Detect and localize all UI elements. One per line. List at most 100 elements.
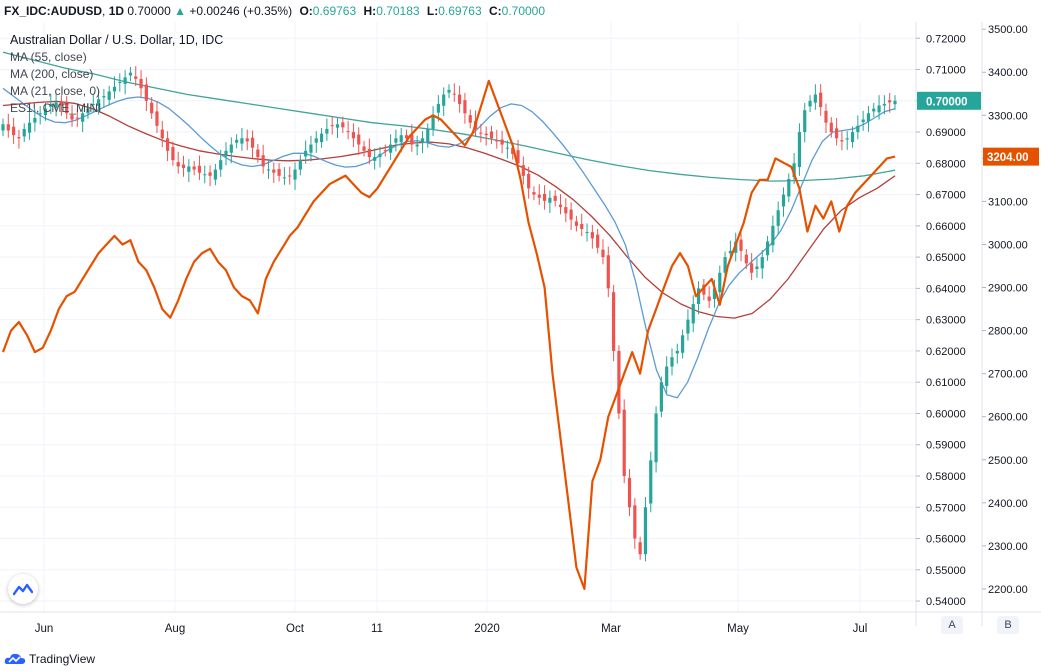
candle-body bbox=[176, 162, 180, 167]
candle-body bbox=[638, 542, 642, 555]
interval-label[interactable]: 1D bbox=[108, 4, 125, 18]
candle-body bbox=[606, 255, 610, 289]
candle-body bbox=[696, 288, 701, 305]
price-chart[interactable]: 0.72000 0.71000 0.70000 0.69000 0.68000 0.670… bbox=[0, 22, 1041, 648]
symbol-name[interactable]: FX_IDC:AUDUSD bbox=[4, 4, 103, 18]
last-value-tags: 0.70000 3204.00 bbox=[917, 91, 1039, 166]
candle-body bbox=[574, 221, 579, 226]
candle-body bbox=[266, 169, 271, 171]
right-price-axis[interactable]: 3500.003400.003300.003200.003100.003000.… bbox=[982, 24, 1028, 596]
left-tick-label: 0.57000 bbox=[926, 502, 966, 514]
ma200-line bbox=[2, 51, 896, 182]
candle-body bbox=[43, 108, 48, 116]
candle-body bbox=[479, 132, 483, 134]
up-arrow-icon: ▲ bbox=[174, 4, 186, 18]
candle-body bbox=[728, 250, 733, 254]
candle-body bbox=[489, 131, 494, 139]
left-tick-label: 0.69000 bbox=[926, 127, 966, 139]
candle-body bbox=[850, 132, 855, 143]
candle-body bbox=[819, 92, 823, 108]
candle-body bbox=[293, 169, 297, 180]
candle-body bbox=[304, 150, 308, 157]
candle-body bbox=[314, 138, 318, 143]
candle-body bbox=[436, 103, 440, 113]
right-tick-label: 3000.00 bbox=[988, 239, 1028, 251]
candle-body bbox=[330, 125, 334, 127]
candle-body bbox=[128, 72, 133, 76]
candle-body bbox=[22, 128, 26, 137]
left-tick-label: 0.61000 bbox=[926, 377, 966, 389]
time-tick-label: May bbox=[727, 623, 749, 635]
candle-body bbox=[834, 128, 839, 139]
tradingview-logo-icon bbox=[13, 583, 33, 596]
candle-body bbox=[107, 91, 111, 100]
candle-body bbox=[792, 163, 796, 178]
candle-body bbox=[240, 138, 244, 144]
candle-body bbox=[511, 147, 515, 154]
candle-body bbox=[27, 122, 32, 133]
candle-body bbox=[829, 122, 833, 133]
time-tick-label: Oct bbox=[286, 623, 305, 635]
tradingview-badge[interactable] bbox=[8, 574, 38, 604]
candle-body bbox=[272, 169, 276, 173]
brand-name[interactable]: TradingView bbox=[29, 652, 96, 666]
candle-body bbox=[723, 257, 727, 273]
candle-body bbox=[150, 102, 154, 114]
right-tick-label: 2700.00 bbox=[988, 369, 1028, 381]
candle-body bbox=[781, 194, 786, 207]
left-tick-label: 0.55000 bbox=[926, 565, 966, 577]
cloud-logo-icon bbox=[4, 653, 26, 664]
candle-body bbox=[808, 100, 812, 107]
candle-body bbox=[797, 132, 802, 168]
legend-ma200[interactable]: MA (200, close) bbox=[10, 67, 94, 81]
candle-body bbox=[681, 335, 685, 353]
es-line bbox=[1, 79, 896, 591]
candle-body bbox=[181, 164, 186, 169]
candle-body bbox=[617, 350, 621, 414]
candle-body bbox=[627, 477, 632, 508]
candle-body bbox=[325, 128, 329, 134]
scale-button-a[interactable]: A bbox=[941, 616, 963, 634]
candle-body bbox=[123, 77, 127, 84]
candle-body bbox=[261, 155, 265, 167]
low-label: L: bbox=[426, 4, 439, 18]
candle-body bbox=[1, 124, 5, 131]
candle-body bbox=[165, 138, 170, 151]
candle-body bbox=[718, 272, 722, 293]
candle-body bbox=[298, 160, 302, 170]
candle-body bbox=[776, 210, 780, 226]
candle-body bbox=[893, 100, 897, 105]
left-tick-label: 0.72000 bbox=[926, 33, 966, 45]
scale-button-b[interactable]: B bbox=[997, 616, 1019, 634]
close-value: 0.70000 bbox=[501, 4, 546, 18]
candle-body bbox=[160, 129, 164, 139]
candle-body bbox=[484, 133, 488, 136]
plot-area[interactable] bbox=[0, 22, 916, 612]
left-tick-label: 0.54000 bbox=[926, 596, 966, 608]
time-axis[interactable]: Jun Aug Oct 11 2020 Mar May Jul bbox=[35, 623, 868, 635]
candle-body bbox=[362, 146, 366, 151]
candle-body bbox=[288, 175, 292, 177]
candle-body bbox=[96, 99, 101, 106]
legend-ma55[interactable]: MA (55, close) bbox=[10, 50, 87, 64]
candle-body bbox=[420, 138, 425, 143]
candle-body bbox=[134, 76, 138, 79]
candle-body bbox=[54, 102, 58, 108]
legend-ma21[interactable]: MA (21, close, 0) bbox=[10, 84, 101, 98]
left-last-tag-label: 0.70000 bbox=[926, 96, 968, 108]
candle-body bbox=[341, 122, 345, 128]
candle-body bbox=[558, 204, 563, 208]
left-price-axis[interactable]: 0.72000 0.71000 0.70000 0.69000 0.68000 0.670… bbox=[916, 33, 966, 608]
candle-body bbox=[102, 96, 106, 98]
candle-body bbox=[213, 169, 217, 180]
candle-body bbox=[622, 409, 626, 476]
candle-body bbox=[373, 157, 377, 161]
candle-body bbox=[580, 223, 584, 229]
chart-title: Australian Dollar / U.S. Dollar, 1D, IDC bbox=[10, 33, 224, 47]
candle-body bbox=[611, 292, 616, 351]
candle-body bbox=[760, 257, 764, 269]
legend-es[interactable]: ES1!, CME_MINI bbox=[10, 101, 102, 115]
candle-body bbox=[245, 138, 249, 142]
candle-body bbox=[771, 225, 775, 246]
es-series bbox=[1, 79, 896, 591]
